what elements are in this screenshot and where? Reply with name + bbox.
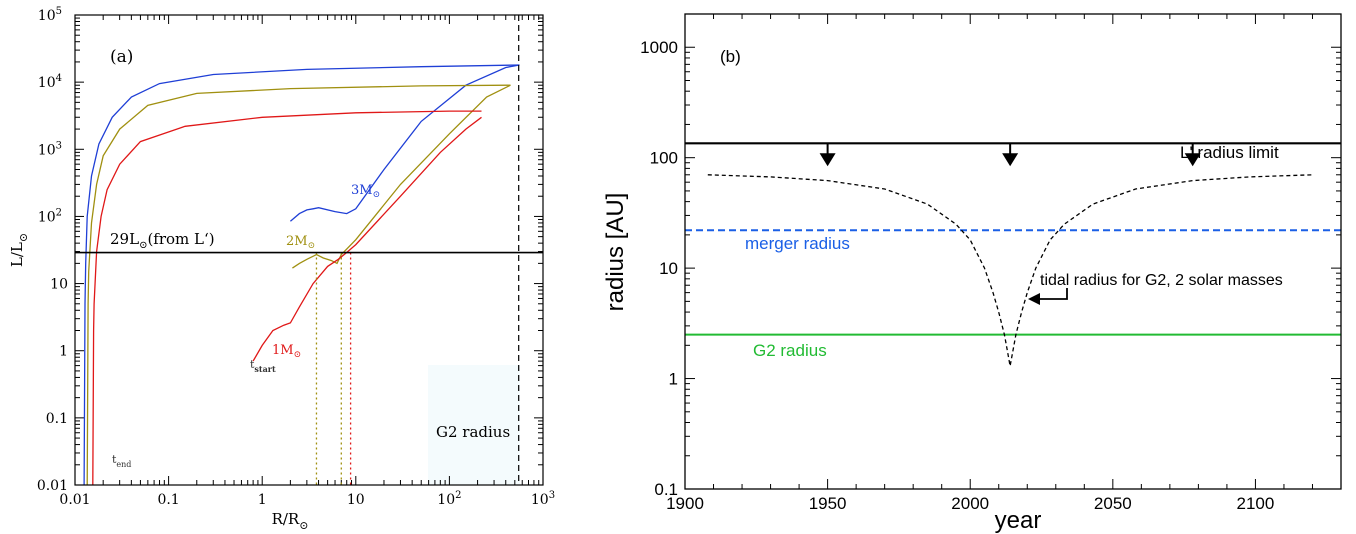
x-tick-label: 1 xyxy=(258,492,267,508)
limit-arrowhead-1 xyxy=(1002,153,1019,167)
y-tick-label: 103 xyxy=(38,140,62,158)
y-tick-label: 10 xyxy=(659,259,678,278)
x-tick-label: 1900 xyxy=(666,494,704,513)
x-tick-label: 10 xyxy=(347,492,365,508)
panel-b-arrows xyxy=(819,143,1201,167)
y-tick-label: 0.1 xyxy=(46,411,68,427)
panel-b-ylabel: radius [AU] xyxy=(602,193,629,312)
g2-radius-label-a: G2 radius xyxy=(436,423,510,441)
panel-a-g2-region xyxy=(428,365,520,485)
y-tick-label: 0.1 xyxy=(654,480,678,499)
limit-arrowhead-2 xyxy=(1184,153,1201,167)
y-tick-label: 0.01 xyxy=(37,478,68,494)
panel-a-ylabel: L/L⊙ xyxy=(8,233,30,267)
tidal-pointer-arrow xyxy=(1035,288,1068,300)
panel-a-label: (a) xyxy=(110,47,133,67)
y-tick-label: 1 xyxy=(669,370,678,389)
y-tick-label: 104 xyxy=(38,73,62,91)
x-tick-label: 2100 xyxy=(1237,494,1275,513)
tidal-radius-curve xyxy=(707,174,1313,367)
panel-a-chart: 0.01 0.1 1 10 102 103 0.01 0.1 1 10 102 103 104 105 (… xyxy=(8,6,555,532)
g2-radius-label-b: G2 radius xyxy=(753,341,827,360)
series-line-1-branch-1 xyxy=(292,84,511,269)
panel-b-lines xyxy=(685,142,1341,336)
x-tick-label: 1950 xyxy=(809,494,847,513)
panel-b-label: (b) xyxy=(720,47,741,66)
y-tick-label: 100 xyxy=(650,149,678,168)
l-radius-limit-label: L' radius limit xyxy=(1180,143,1279,162)
panel-a-tick-labels: 0.01 0.1 1 10 102 103 0.01 0.1 1 10 102 103 104 105 xyxy=(37,6,555,508)
x-tick-label: 2050 xyxy=(1094,494,1132,513)
limit-arrowhead-0 xyxy=(819,153,836,167)
series-label-1msun: 1M⊙ xyxy=(272,343,301,360)
panel-a-curves xyxy=(83,64,520,486)
x-tick-label: 0.01 xyxy=(59,492,90,508)
series-line-2-branch-1 xyxy=(252,116,482,362)
panel-a-xlabel: R/R⊙ xyxy=(272,510,309,532)
x-tick-label: 103 xyxy=(531,490,555,508)
panel-a-frame xyxy=(74,14,544,486)
panel-b-tick-labels: 1900 1950 2000 2050 2100 0.1 1 10 100 1000 xyxy=(640,38,1274,513)
y-tick-label: 1000 xyxy=(640,38,678,57)
panel-a-ticks xyxy=(74,14,544,486)
series-line-0-branch-0 xyxy=(83,64,520,486)
tidal-radius-label: tidal radius for G2, 2 solar masses xyxy=(1040,272,1283,289)
t-start-label: tstart xyxy=(250,358,276,374)
panel-a-drop-lines xyxy=(315,252,352,485)
panel-b-frame xyxy=(684,13,1342,490)
panel-b-ticks xyxy=(684,13,1341,490)
series-line-2-branch-0 xyxy=(92,110,482,486)
x-tick-label: 0.1 xyxy=(157,492,179,508)
panel-b-xlabel: year xyxy=(995,507,1042,534)
merger-radius-label: merger radius xyxy=(745,234,850,253)
panel-a-hline-label: 29L⊙(from L‘) xyxy=(110,230,215,251)
y-tick-label: 105 xyxy=(38,6,62,24)
series-label-3msun: 3M⊙ xyxy=(351,183,380,200)
x-tick-label: 102 xyxy=(437,490,461,508)
series-label-2msun: 2M⊙ xyxy=(286,234,315,251)
x-tick-label: 2000 xyxy=(951,494,989,513)
y-tick-label: 10 xyxy=(50,277,68,293)
t-end-label: tend xyxy=(112,453,131,469)
panel-b-chart: 1900 1950 2000 2050 2100 0.1 1 10 100 1000 (b) L'… xyxy=(602,13,1342,534)
series-line-1-branch-0 xyxy=(86,84,511,486)
y-tick-label: 1 xyxy=(59,344,68,360)
tidal-pointer-arrowhead xyxy=(1028,293,1040,305)
y-tick-label: 102 xyxy=(38,207,62,225)
